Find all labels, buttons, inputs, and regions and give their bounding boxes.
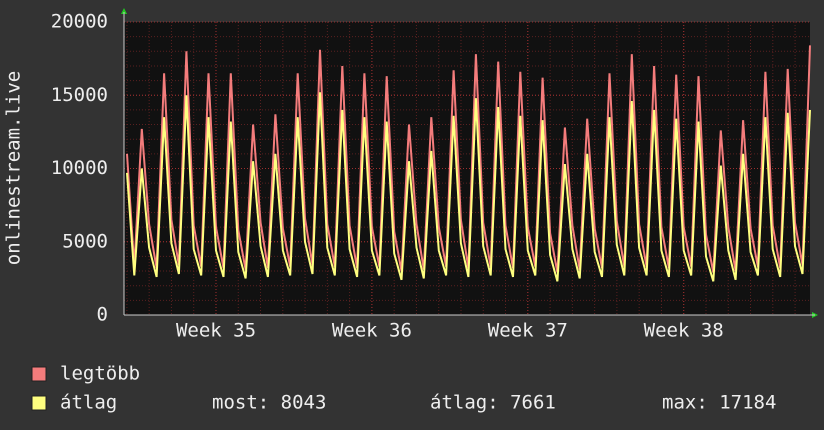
legend-swatch <box>31 366 47 382</box>
x-tick-label: Week 36 <box>332 320 412 342</box>
legend-label: legtöbb <box>60 363 140 385</box>
y-tick-label: 5000 <box>62 230 108 252</box>
stat-label: max: 17184 <box>662 392 776 414</box>
y-tick-label: 0 <box>97 304 108 326</box>
y-axis-label: onlinestream.live <box>3 71 25 265</box>
legend-swatch <box>31 395 47 411</box>
stat-label: átlag: 7661 <box>430 392 556 414</box>
series-line <box>126 92 811 282</box>
y-tick-label: 10000 <box>51 157 108 179</box>
x-tick-label: Week 35 <box>176 320 256 342</box>
legend-label: átlag <box>60 392 117 414</box>
x-tick-label: Week 37 <box>488 320 568 342</box>
y-tick-label: 15000 <box>51 84 108 106</box>
stat-label: most: 8043 <box>212 392 326 414</box>
x-tick-label: Week 38 <box>644 320 724 342</box>
axis-arrow <box>121 8 127 14</box>
y-tick-label: 20000 <box>51 11 108 33</box>
